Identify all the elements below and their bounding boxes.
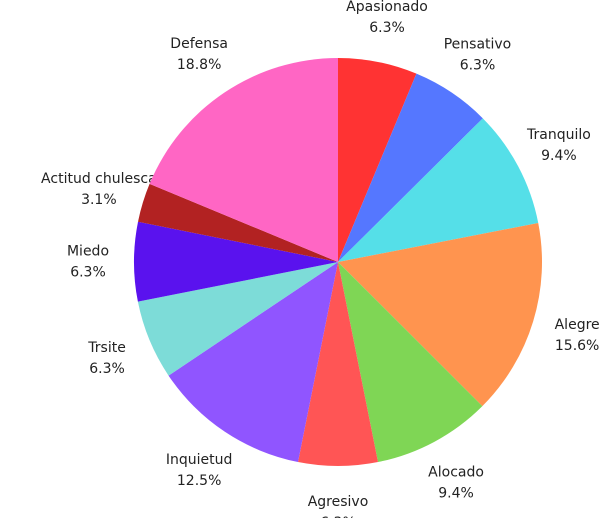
slice-value-label: 6.3% [89,361,125,377]
slice-label: Trsite [87,340,126,356]
pie-slice [168,262,338,463]
slice-value-label: 9.4% [438,485,474,501]
slice-value-label: 9.4% [541,148,577,164]
slice-label: Pensativo [444,37,512,53]
pie-slice [338,118,539,262]
pie-slice [338,262,483,463]
slice-label: Tranquilo [526,127,591,143]
slice-value-label: 18.8% [177,57,221,73]
slice-label: Apasionado [346,0,428,15]
pie-slice [137,262,338,376]
pie-slice [338,73,483,262]
pie-slice [338,222,543,407]
slice-label: Miedo [67,244,109,260]
slice-value-label: 6.3% [369,20,405,36]
slice-label: Defensa [170,36,228,52]
pie-slice [298,262,378,466]
slice-label: Actitud chulesca [41,171,157,187]
slice-label: Agresivo [308,494,369,510]
pie-slice [149,57,338,262]
pie-slice [138,183,338,262]
slice-label: Inquietud [166,452,233,468]
slice-value-label: 15.6% [555,338,599,354]
slice-value-label: 12.5% [177,473,221,489]
slice-value-label: 6.3% [70,265,106,281]
pie-slice [133,221,338,302]
slice-label: Alegre [555,317,599,333]
slice-value-label: 6.3% [460,58,496,74]
pie-slice [338,58,417,262]
slice-value-label: 3.1% [81,192,117,208]
slice-label: Alocado [428,464,484,480]
